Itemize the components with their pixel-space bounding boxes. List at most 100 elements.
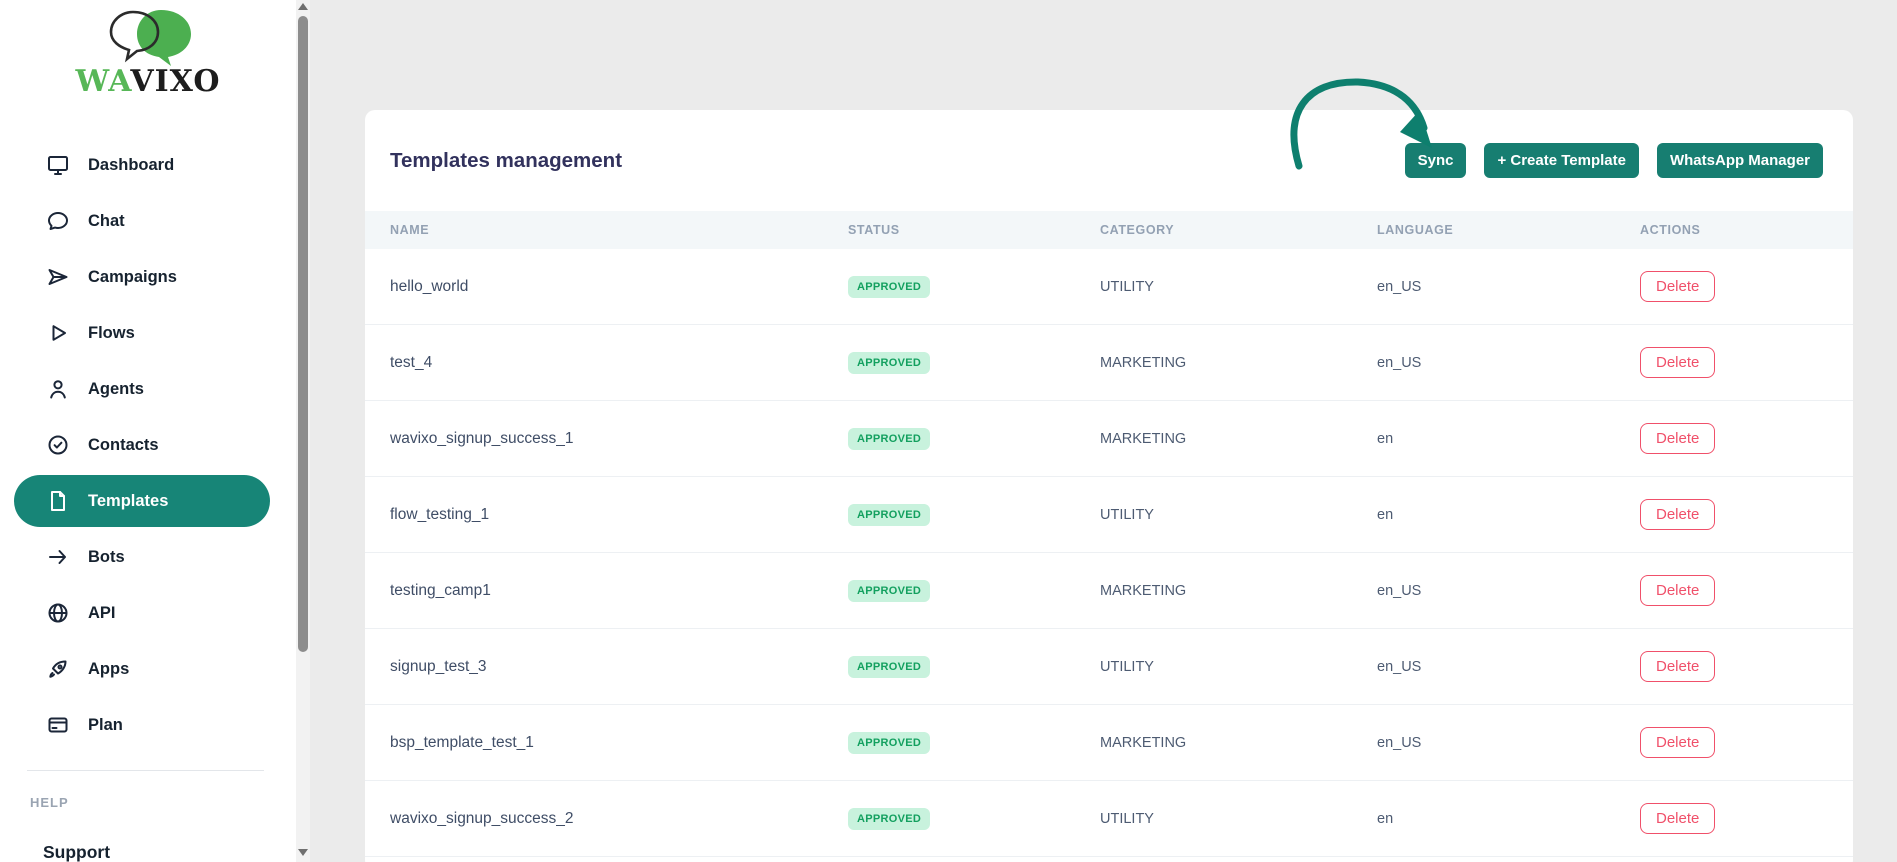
template-language: en_US <box>1377 582 1422 599</box>
table-row: bsp_template_test_1 APPROVED MARKETING e… <box>365 705 1853 781</box>
brand-logo: WAVIXO <box>0 6 296 102</box>
sidebar: WAVIXO Dashboard Chat Campaigns Flows Ag… <box>0 0 296 862</box>
sidebar-item-chat[interactable]: Chat <box>0 193 296 249</box>
rocket-icon <box>46 657 70 681</box>
templates-card: Templates management Sync + Create Templa… <box>365 110 1853 862</box>
chat-bubbles-logo-icon <box>109 10 191 66</box>
template-name: signup_test_3 <box>390 657 487 675</box>
sidebar-item-api[interactable]: API <box>0 585 296 641</box>
sidebar-item-support[interactable]: Support <box>43 842 111 862</box>
table-row: testing_camp1 APPROVED MARKETING en_US D… <box>365 553 1853 629</box>
template-language: en_US <box>1377 354 1422 371</box>
column-header-name: NAME <box>390 223 430 237</box>
sidebar-item-dashboard[interactable]: Dashboard <box>0 137 296 193</box>
user-icon <box>46 377 70 401</box>
table-row: test_4 APPROVED MARKETING en_US Delete <box>365 325 1853 401</box>
delete-button[interactable]: Delete <box>1640 423 1716 454</box>
sidebar-item-templates[interactable]: Templates <box>0 473 296 529</box>
template-category: MARKETING <box>1100 582 1187 599</box>
page-title: Templates management <box>390 148 623 172</box>
template-category: UTILITY <box>1100 506 1154 523</box>
column-header-category: CATEGORY <box>1100 223 1175 237</box>
delete-button[interactable]: Delete <box>1640 499 1716 530</box>
template-language: en_US <box>1377 658 1422 675</box>
delete-button[interactable]: Delete <box>1640 727 1716 758</box>
header-buttons: Sync + Create Template WhatsApp Manager <box>1387 143 1823 178</box>
document-icon <box>46 489 70 513</box>
sidebar-item-bots[interactable]: Bots <box>0 529 296 585</box>
main-content: Templates management Sync + Create Templa… <box>310 0 1897 862</box>
column-header-actions: ACTIONS <box>1640 223 1701 237</box>
credit-card-icon <box>46 713 70 737</box>
status-badge: APPROVED <box>848 503 931 526</box>
status-badge: APPROVED <box>848 807 931 830</box>
table-row: wavixo_signup_success_1 APPROVED MARKETI… <box>365 401 1853 477</box>
template-name: bsp_template_test_1 <box>390 733 534 751</box>
status-badge: APPROVED <box>848 427 931 450</box>
delete-button[interactable]: Delete <box>1640 575 1716 606</box>
template-name: hello_world <box>390 277 469 295</box>
table-body: hello_world APPROVED UTILITY en_US Delet… <box>365 249 1853 857</box>
template-language: en_US <box>1377 734 1422 751</box>
vertical-scrollbar[interactable] <box>296 0 310 862</box>
status-badge: APPROVED <box>848 275 931 298</box>
chat-bubble-icon <box>46 209 70 233</box>
create-template-button[interactable]: + Create Template <box>1484 143 1639 178</box>
whatsapp-manager-button[interactable]: WhatsApp Manager <box>1656 143 1823 178</box>
column-header-language: LANGUAGE <box>1377 223 1454 237</box>
status-badge: APPROVED <box>848 655 931 678</box>
brand-suffix: VIXO <box>130 64 221 99</box>
template-category: UTILITY <box>1100 278 1154 295</box>
help-section-label: HELP <box>30 795 69 810</box>
sidebar-nav: Dashboard Chat Campaigns Flows Agents Co… <box>0 137 296 753</box>
delete-button[interactable]: Delete <box>1640 803 1716 834</box>
play-icon <box>46 321 70 345</box>
scrollbar-thumb[interactable] <box>298 16 308 652</box>
table-header-row: NAME STATUS CATEGORY LANGUAGE ACTIONS <box>365 211 1853 249</box>
template-name: flow_testing_1 <box>390 505 490 523</box>
template-name: wavixo_signup_success_2 <box>390 809 574 827</box>
card-header: Templates management Sync + Create Templa… <box>365 110 1853 211</box>
template-language: en_US <box>1377 278 1422 295</box>
template-category: MARKETING <box>1100 430 1187 447</box>
template-name: wavixo_signup_success_1 <box>390 429 574 447</box>
table-row: wavixo_signup_success_2 APPROVED UTILITY… <box>365 781 1853 857</box>
status-badge: APPROVED <box>848 351 931 374</box>
scroll-up-arrow-icon[interactable] <box>298 3 308 10</box>
sidebar-item-plan[interactable]: Plan <box>0 697 296 753</box>
sidebar-item-contacts[interactable]: Contacts <box>0 417 296 473</box>
sidebar-item-apps[interactable]: Apps <box>0 641 296 697</box>
sync-button[interactable]: Sync <box>1404 143 1467 178</box>
column-header-status: STATUS <box>848 223 900 237</box>
delete-button[interactable]: Delete <box>1640 347 1716 378</box>
delete-button[interactable]: Delete <box>1640 271 1716 302</box>
globe-icon <box>46 601 70 625</box>
sidebar-divider <box>27 770 264 771</box>
delete-button[interactable]: Delete <box>1640 651 1716 682</box>
template-language: en <box>1377 810 1394 827</box>
send-icon <box>46 265 70 289</box>
template-category: MARKETING <box>1100 354 1187 371</box>
badge-check-icon <box>46 433 70 457</box>
brand-name: WAVIXO <box>0 64 296 99</box>
template-name: test_4 <box>390 353 433 371</box>
scroll-down-arrow-icon[interactable] <box>298 849 308 856</box>
brand-prefix: WA <box>75 64 131 99</box>
arrow-right-icon <box>46 545 70 569</box>
template-name: testing_camp1 <box>390 581 491 599</box>
template-language: en <box>1377 506 1394 523</box>
table-row: flow_testing_1 APPROVED UTILITY en Delet… <box>365 477 1853 553</box>
sidebar-item-agents[interactable]: Agents <box>0 361 296 417</box>
sidebar-item-flows[interactable]: Flows <box>0 305 296 361</box>
monitor-icon <box>46 153 70 177</box>
template-category: UTILITY <box>1100 658 1154 675</box>
table-row: hello_world APPROVED UTILITY en_US Delet… <box>365 249 1853 325</box>
table-row: signup_test_3 APPROVED UTILITY en_US Del… <box>365 629 1853 705</box>
template-language: en <box>1377 430 1394 447</box>
status-badge: APPROVED <box>848 731 931 754</box>
sidebar-item-campaigns[interactable]: Campaigns <box>0 249 296 305</box>
template-category: UTILITY <box>1100 810 1154 827</box>
template-category: MARKETING <box>1100 734 1187 751</box>
status-badge: APPROVED <box>848 579 931 602</box>
